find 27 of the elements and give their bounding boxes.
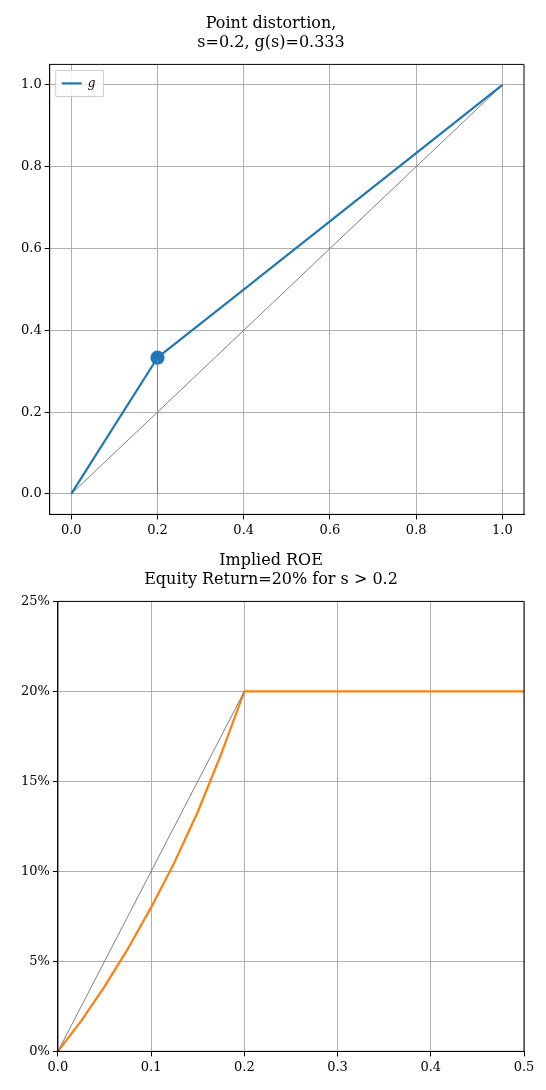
chart-title: Implied ROE Equity Return=20% for s > 0.2 (144, 549, 398, 588)
y-tick-label: 20% (20, 682, 50, 698)
x-tick-label: 0.2 (233, 1058, 255, 1074)
x-tick-label: 0.6 (319, 521, 341, 537)
y-tick-label: 0.4 (20, 321, 42, 337)
y-tick-label: 0% (29, 1042, 50, 1058)
x-tick-label: 0.4 (233, 521, 255, 537)
y-tick-label: 25% (20, 592, 50, 608)
y-tick-label: 0.6 (20, 239, 42, 255)
x-tick-label: 0.0 (47, 1058, 69, 1074)
y-tick-label: 5% (29, 952, 50, 968)
x-tick-label: 0.3 (327, 1058, 348, 1074)
x-tick-label: 0.8 (405, 521, 427, 537)
chart-title: Point distortion, s=0.2, g(s)=0.333 (197, 12, 345, 51)
x-tick-label: 0.2 (147, 521, 168, 537)
x-tick-label: 1.0 (492, 521, 513, 537)
legend-label: g (87, 75, 96, 90)
x-tick-label: 0.4 (420, 1058, 442, 1074)
y-tick-label: 1.0 (20, 76, 42, 92)
x-tick-label: 0.1 (140, 1058, 162, 1074)
y-tick-label: 0.8 (20, 158, 42, 174)
y-tick-label: 15% (20, 772, 50, 788)
x-tick-label: 0.5 (513, 1058, 535, 1074)
y-tick-label: 0.2 (20, 403, 42, 419)
y-tick-label: 10% (20, 862, 50, 878)
y-tick-label: 0.0 (20, 485, 42, 501)
x-tick-label: 0.0 (60, 521, 82, 537)
